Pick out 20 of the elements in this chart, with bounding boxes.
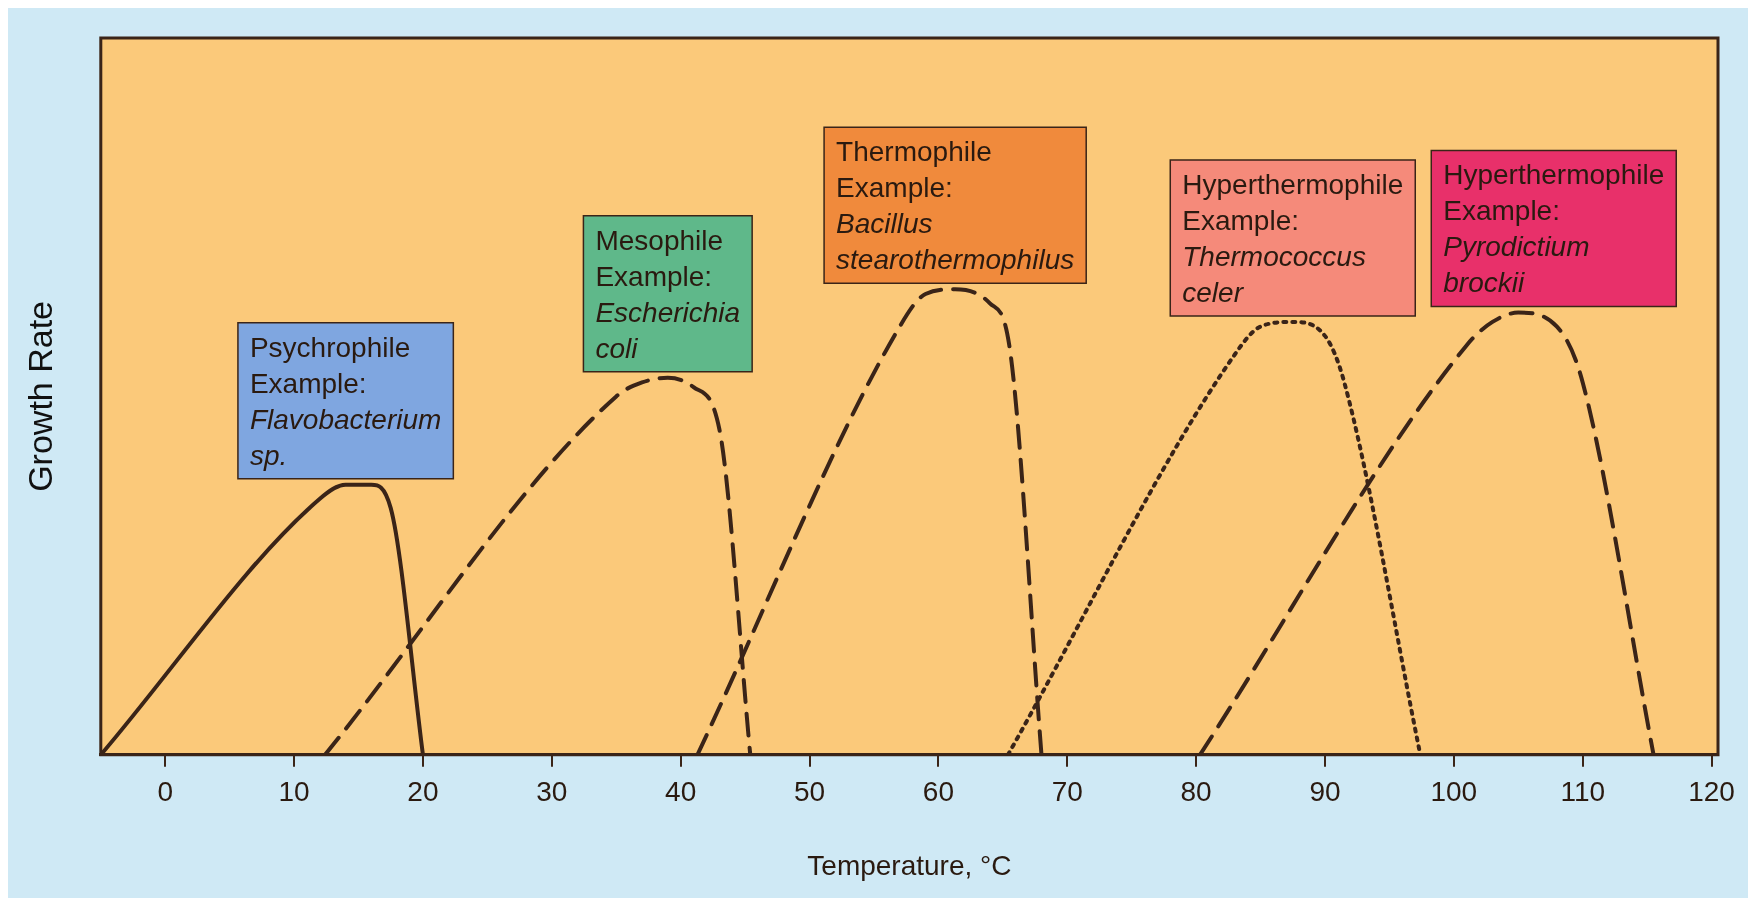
x-tick-label: 120 <box>1688 776 1735 808</box>
x-tick-label: 10 <box>278 776 310 808</box>
x-tick-label: 60 <box>922 776 954 808</box>
x-tick-label: 70 <box>1051 776 1083 808</box>
x-tick-label: 0 <box>157 776 174 808</box>
x-tick-label: 30 <box>536 776 568 808</box>
x-tick-label: 100 <box>1430 776 1478 808</box>
x-axis-title: Temperature, °C <box>807 849 1012 881</box>
x-tick-label: 110 <box>1560 776 1606 808</box>
y-axis-title: Growth Rate <box>20 300 59 492</box>
x-tick-label: 20 <box>407 776 439 808</box>
series-label: Hyperthermophile Example: Pyrodictium brockii <box>1443 159 1665 299</box>
text: Thermophile Example: Bacillus stearothermophilus <box>836 136 1075 276</box>
series-label: Mesophile Example: Escherichia coli <box>595 224 741 364</box>
x-tick-label: 80 <box>1180 776 1212 808</box>
text: Hyperthermophile Example: Thermococcus celer <box>1182 168 1404 308</box>
x-tick-label: 90 <box>1309 776 1341 808</box>
x-tick-label: 40 <box>665 776 697 808</box>
text: Psychrophile Example: Flavobacterium sp. <box>249 331 442 471</box>
x-tick-label: 50 <box>793 776 826 808</box>
